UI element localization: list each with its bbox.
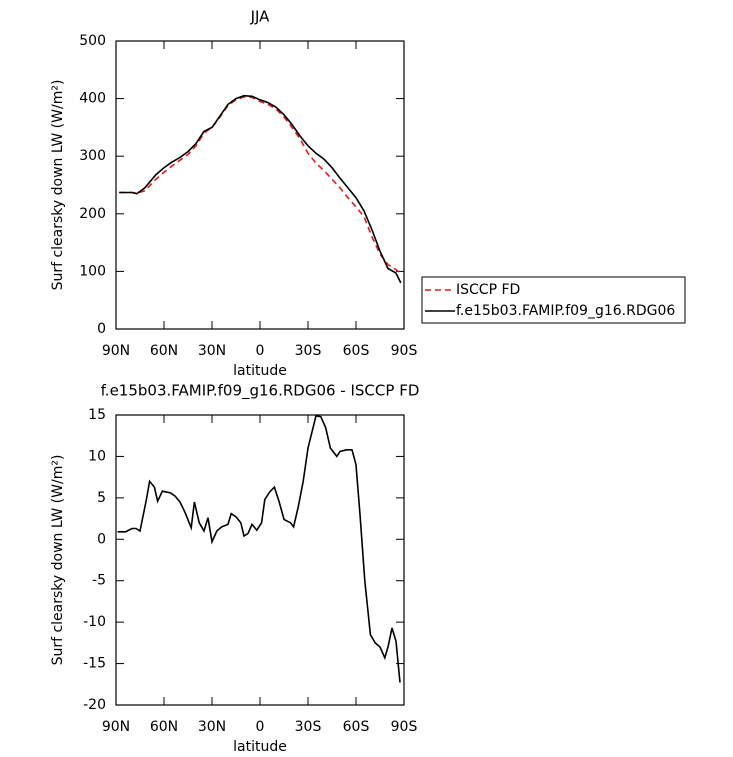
chart-title: JJA (250, 8, 271, 26)
x-tick-label: 90N (102, 719, 130, 735)
y-tick-label: 0 (97, 531, 106, 547)
x-tick-label: 30S (295, 343, 322, 359)
y-tick-label: 400 (79, 91, 106, 107)
x-tick-label: 90N (102, 343, 130, 359)
plot-frame (115, 40, 405, 330)
x-tick-label: 60N (150, 343, 178, 359)
x-tick-label: 60S (343, 719, 370, 735)
y-tick-label: 300 (79, 148, 106, 164)
y-tick-label: -15 (83, 656, 106, 672)
x-tick-label: 0 (256, 343, 265, 359)
y-tick-label: 0 (97, 321, 106, 337)
data-line (119, 96, 402, 274)
x-tick-label: 90S (391, 343, 418, 359)
y-tick-label: 200 (79, 206, 106, 222)
y-tick-label: 15 (88, 407, 106, 423)
x-tick-label: 90S (391, 719, 418, 735)
x-tick-label: 60S (343, 343, 370, 359)
x-axis-label: latitude (233, 739, 287, 755)
y-axis-label: Surf clearsky down LW (W/m²) (50, 80, 66, 291)
x-tick-label: 30N (198, 719, 226, 735)
data-line (119, 94, 402, 284)
x-tick-label: 0 (256, 719, 265, 735)
x-tick-label: 30N (198, 343, 226, 359)
x-axis-label: latitude (233, 363, 287, 379)
y-tick-label: -5 (92, 573, 106, 589)
legend-label: f.e15b03.FAMIP.f09_g16.RDG06 (456, 303, 675, 319)
data-line (117, 414, 401, 683)
y-tick-label: 500 (79, 33, 106, 49)
chart-title: f.e15b03.FAMIP.f09_g16.RDG06 - ISCCP FD (101, 382, 420, 401)
y-tick-label: 10 (88, 448, 106, 464)
x-tick-label: 30S (295, 719, 322, 735)
plot-frame (115, 414, 405, 706)
y-axis-label: Surf clearsky down LW (W/m²) (50, 455, 66, 666)
legend-label: ISCCP FD (456, 282, 520, 298)
y-tick-label: 100 (79, 263, 106, 279)
y-tick-label: -10 (83, 614, 106, 630)
x-tick-label: 60N (150, 719, 178, 735)
y-tick-label: 5 (97, 490, 106, 506)
legend-box (421, 276, 686, 324)
y-tick-label: -20 (83, 697, 106, 713)
